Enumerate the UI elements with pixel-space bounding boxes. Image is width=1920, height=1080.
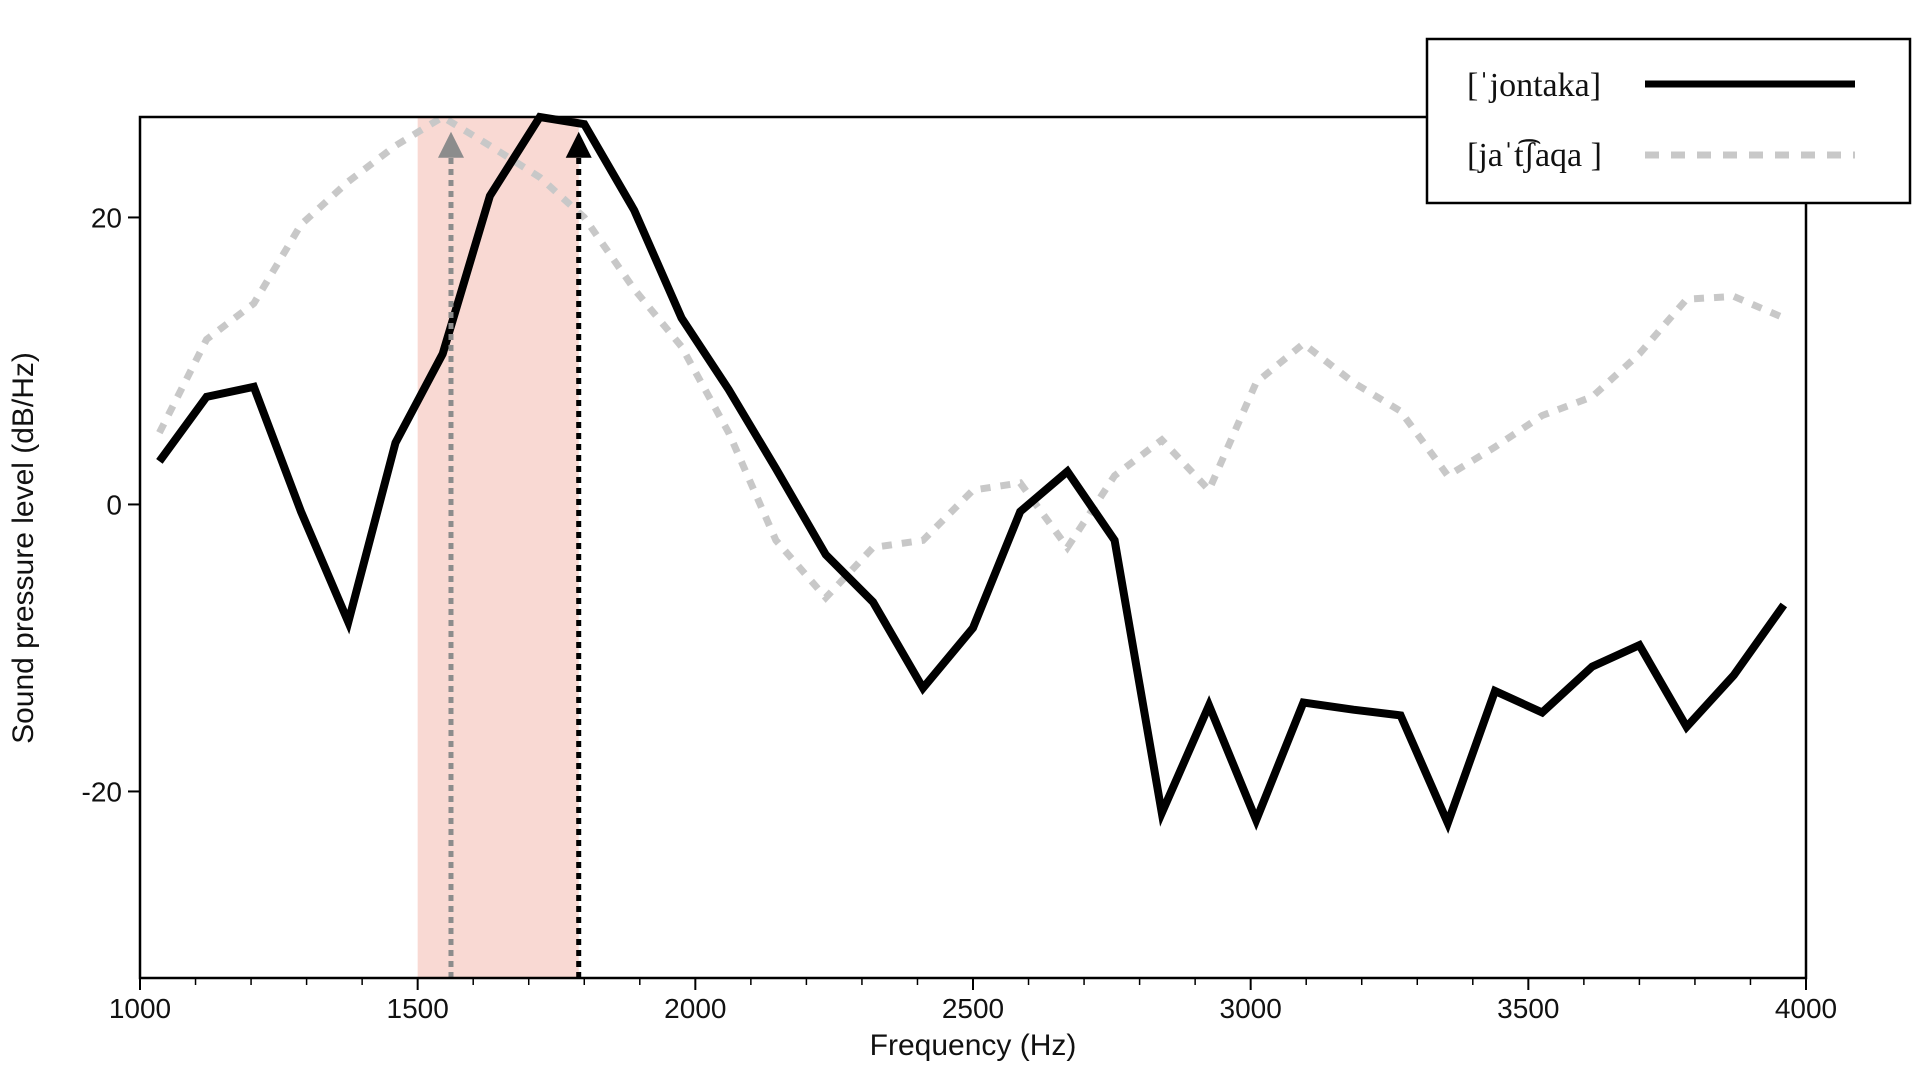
highlight-band (417, 117, 579, 978)
y-tick-label-0: 0 (106, 489, 122, 520)
series-layer (156, 112, 1788, 834)
series-line-1 (156, 112, 1786, 603)
legend-label-jatsaqa: [jaˈt͡ʃaqa ] (1467, 137, 1602, 174)
x-axis-title: Frequency (Hz) (870, 1029, 1077, 1062)
plot-frame (138, 115, 1808, 980)
highlight-band-layer (417, 117, 579, 978)
legend-box (1425, 37, 1912, 205)
x-tick-label-2500: 2500 (942, 993, 1004, 1024)
x-tick-label-1000: 1000 (109, 993, 171, 1024)
y-tick-label--20: -20 (82, 776, 122, 807)
series-line-0 (156, 112, 1788, 834)
x-tick-label-2000: 2000 (664, 993, 726, 1024)
axes: 1000 1500 2000 2500 3000 3500 4000 20 0 -20 (82, 115, 1837, 1024)
legend-label-jontaka: [ˈjontaka] (1467, 67, 1601, 104)
arrow-head-1 (565, 131, 592, 158)
x-tick-label-3500: 3500 (1497, 993, 1559, 1024)
x-tick-label-1500: 1500 (387, 993, 449, 1024)
x-tick-label-4000: 4000 (1775, 993, 1837, 1024)
arrow-head-0 (437, 131, 464, 158)
y-tick-label-20: 20 (91, 202, 122, 233)
y-axis-title: Sound pressure level (dB/Hz) (7, 352, 40, 744)
legend: [ˈjontaka] [jaˈt͡ʃaqa ] (1425, 37, 1912, 205)
arrow-layer (437, 131, 592, 978)
x-tick-label-3000: 3000 (1220, 993, 1282, 1024)
